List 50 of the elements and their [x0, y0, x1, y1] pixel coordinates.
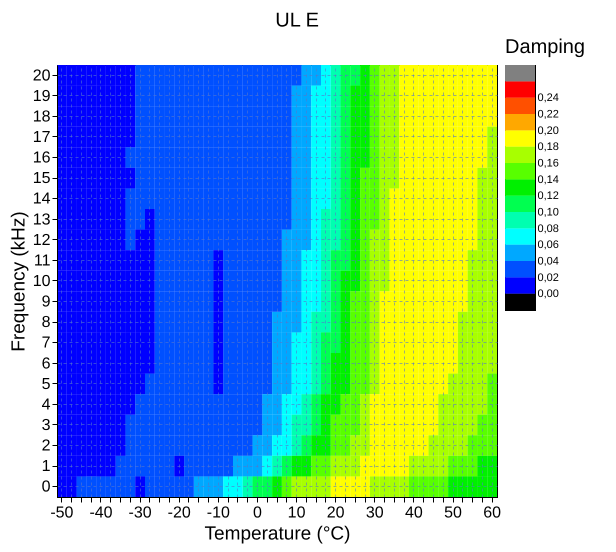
y-tick-label: 16: [32, 150, 51, 167]
x-tick-label: 50: [444, 504, 462, 522]
color-bar-label: 0,22: [538, 108, 559, 120]
color-bar-label: 0,10: [538, 206, 559, 218]
x-tick-label: -30: [128, 504, 152, 522]
x-tick-label: -50: [50, 504, 74, 522]
color-bar-label: 0,16: [538, 158, 559, 170]
color-bar-label: 0,04: [538, 256, 559, 268]
y-tick-label: 1: [42, 458, 51, 476]
y-tick-label: 17: [32, 129, 51, 146]
y-tick-label: 2: [42, 438, 51, 455]
y-tick-label: 8: [42, 314, 51, 332]
color-bar-label: 0,06: [538, 239, 559, 252]
x-tick-label: 10: [288, 504, 306, 522]
color-bar-label: 0,18: [538, 141, 559, 154]
x-tick-label: 0: [252, 504, 262, 522]
color-bar-label: 0,08: [538, 222, 559, 235]
y-tick-label: 5: [42, 376, 51, 393]
y-tick-label: 13: [32, 211, 51, 228]
y-tick-label: 9: [42, 294, 51, 311]
x-axis-title: Temperature (°C): [204, 524, 350, 544]
color-bar-label: 0,02: [538, 272, 559, 284]
y-tick-label: 15: [32, 170, 51, 188]
y-tick-label: 0: [42, 478, 51, 496]
y-tick-label: 3: [42, 417, 51, 434]
x-tick-label: -40: [89, 504, 113, 522]
y-tick-label: 10: [32, 273, 51, 290]
x-tick-label: -20: [168, 504, 191, 522]
color-bar-label: 0,24: [538, 92, 559, 104]
color-bar-title: Damping: [505, 36, 586, 58]
y-tick-label: 4: [42, 396, 51, 414]
x-tick-label: -10: [206, 504, 230, 522]
y-tick-label: 6: [42, 355, 51, 372]
chart-title: UL E: [275, 10, 319, 32]
color-bar-label: 0,14: [538, 174, 559, 186]
y-tick-label: 7: [42, 334, 51, 352]
color-bar-label: 0,12: [538, 190, 559, 202]
y-tick-label: 19: [32, 88, 51, 105]
x-tick-label: 20: [326, 504, 345, 522]
y-tick-label: 18: [32, 108, 51, 126]
x-tick-label: 30: [366, 504, 384, 522]
y-axis-title: Frequency (kHz): [8, 211, 30, 352]
y-tick-label: 12: [32, 232, 51, 249]
x-tick-label: 60: [483, 504, 502, 522]
color-bar-label: 0,00: [538, 288, 559, 300]
y-tick-label: 20: [32, 67, 51, 84]
y-tick-label: 11: [34, 252, 51, 270]
y-tick-label: 14: [32, 190, 51, 208]
color-bar-label: 0,20: [538, 124, 559, 137]
x-tick-label: 40: [404, 504, 423, 522]
